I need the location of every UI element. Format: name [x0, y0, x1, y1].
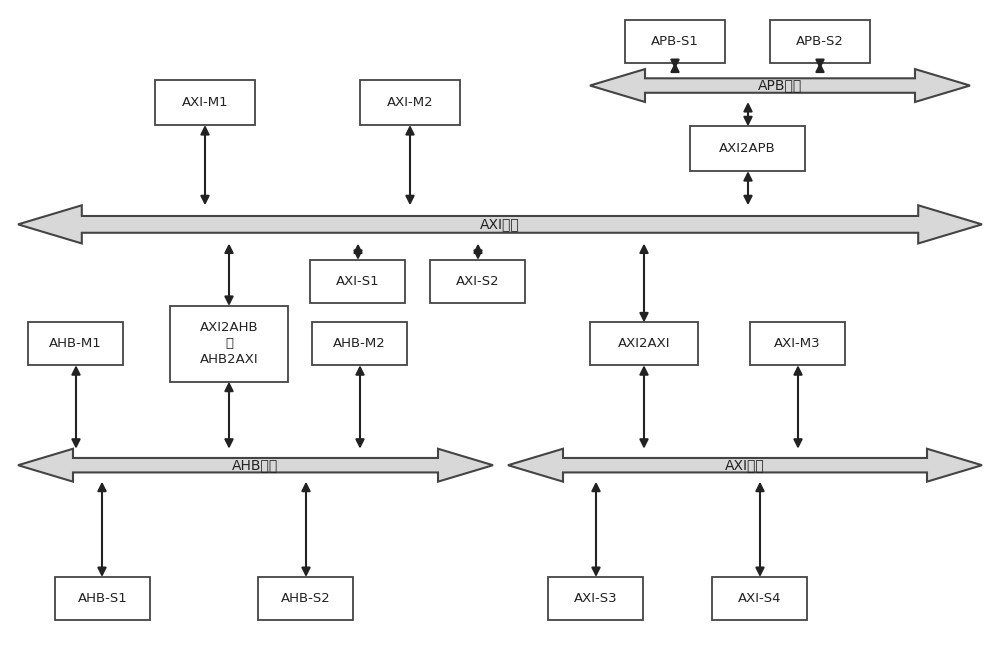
Bar	[55, 577, 150, 620]
Text: AHB-M1: AHB-M1	[49, 338, 102, 350]
Text: AHB总线: AHB总线	[232, 458, 279, 472]
Bar	[310, 260, 405, 303]
Bar	[360, 80, 460, 125]
Bar	[625, 20, 725, 63]
Polygon shape	[590, 69, 970, 102]
Bar	[155, 80, 255, 125]
Bar	[590, 322, 698, 365]
Bar	[548, 577, 643, 620]
Polygon shape	[18, 205, 982, 243]
Text: AXI2AXI: AXI2AXI	[618, 338, 670, 350]
Bar	[312, 322, 407, 365]
Bar	[430, 260, 525, 303]
Text: AXI-S1: AXI-S1	[336, 275, 379, 288]
Bar	[770, 20, 870, 63]
Bar	[712, 577, 807, 620]
Bar	[258, 577, 353, 620]
Bar	[690, 126, 805, 171]
Text: AXI总线: AXI总线	[480, 217, 520, 232]
Text: AXI2AHB
和
AHB2AXI: AXI2AHB 和 AHB2AXI	[200, 321, 258, 367]
Text: AXI2APB: AXI2APB	[719, 142, 776, 155]
Text: AXI-M1: AXI-M1	[182, 96, 228, 109]
Text: AXI-S3: AXI-S3	[574, 592, 617, 605]
Text: AHB-M2: AHB-M2	[333, 338, 386, 350]
Polygon shape	[18, 449, 493, 482]
Text: AHB-S1: AHB-S1	[78, 592, 127, 605]
Text: APB总线: APB总线	[758, 78, 802, 93]
Text: AXI-S4: AXI-S4	[738, 592, 781, 605]
Text: AXI-S2: AXI-S2	[456, 275, 499, 288]
Bar	[750, 322, 845, 365]
Text: AXI-M3: AXI-M3	[774, 338, 821, 350]
Polygon shape	[508, 449, 982, 482]
Bar	[170, 306, 288, 382]
Text: AXI-M2: AXI-M2	[387, 96, 433, 109]
Bar	[28, 322, 123, 365]
Text: APB-S1: APB-S1	[651, 35, 699, 47]
Text: AHB-S2: AHB-S2	[281, 592, 330, 605]
Text: AXI总线: AXI总线	[725, 458, 765, 472]
Text: APB-S2: APB-S2	[796, 35, 844, 47]
